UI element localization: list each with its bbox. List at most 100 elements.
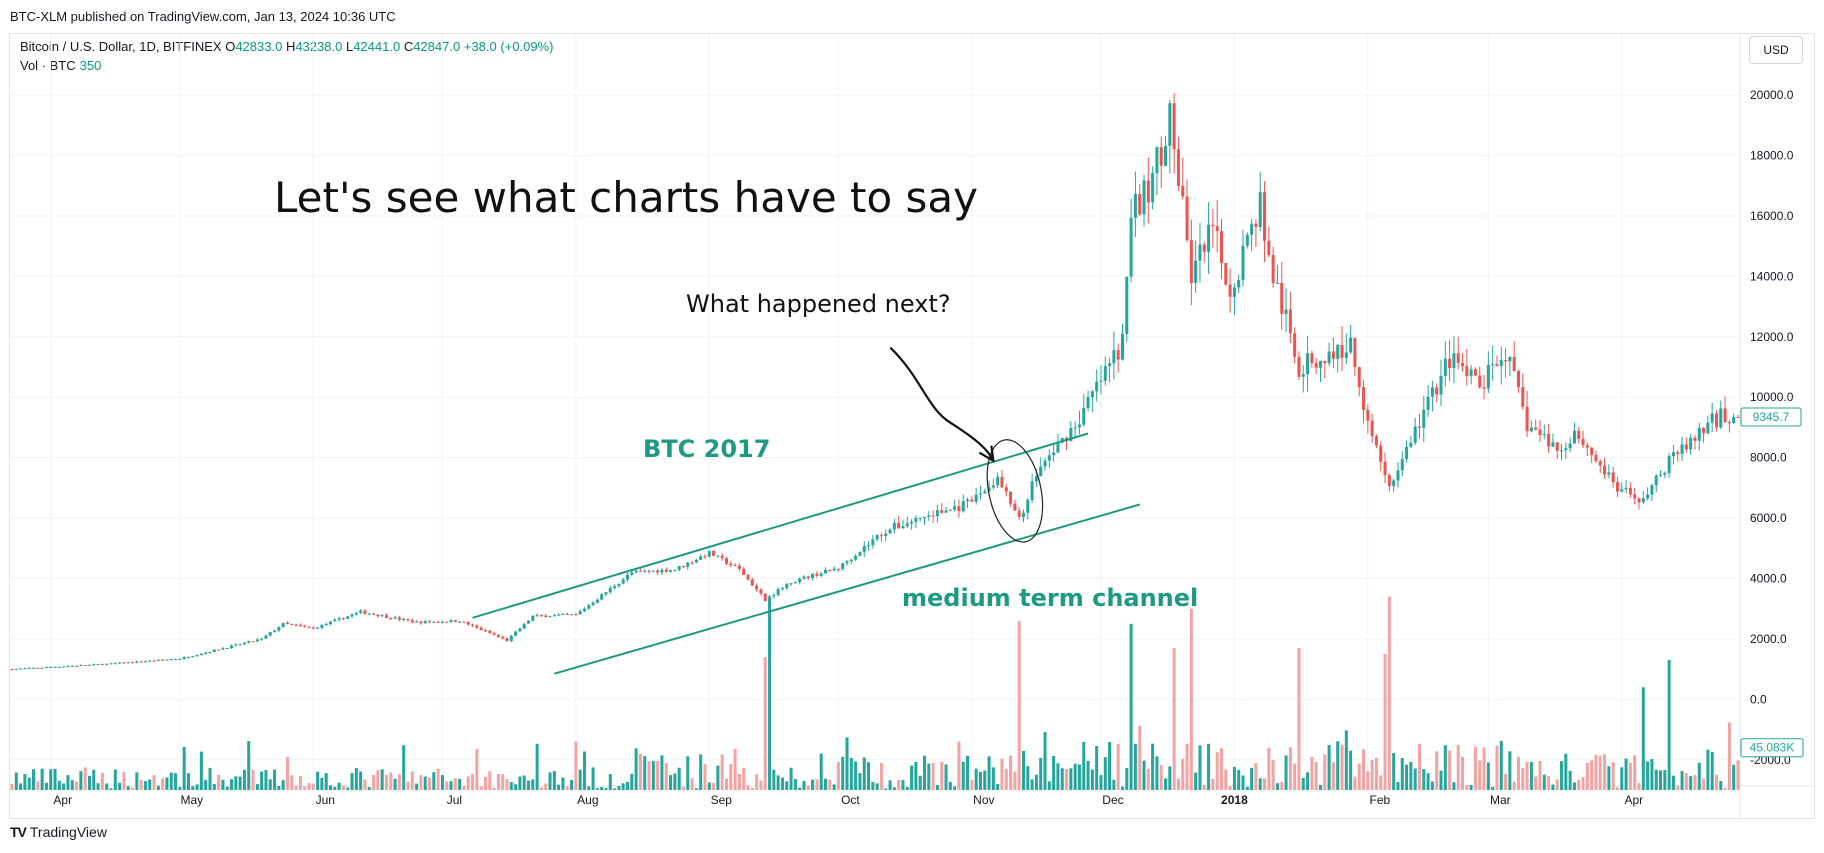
volume-bar: [892, 787, 896, 790]
volume-bar: [169, 772, 173, 790]
volume-bar: [1021, 750, 1026, 790]
candle-body: [285, 622, 289, 625]
volume-bar: [1297, 648, 1301, 790]
volume-bar: [436, 768, 440, 790]
volume-bar: [617, 785, 621, 790]
volume-bar: [1465, 785, 1469, 790]
volume-bar: [1723, 787, 1727, 790]
volume-bar: [1508, 751, 1512, 790]
candle-body: [750, 579, 754, 586]
volume-bar: [625, 781, 630, 790]
volume-bar: [1366, 771, 1370, 790]
volume-group: [10, 596, 1740, 790]
volume-bar: [565, 786, 569, 790]
volume-bar: [1327, 745, 1331, 790]
volume-bar: [1400, 757, 1404, 790]
candle-body: [595, 599, 599, 603]
candle-body: [1564, 448, 1568, 451]
volume-bar: [1435, 751, 1439, 790]
candle-body: [910, 521, 914, 524]
volume-bar: [1426, 773, 1430, 790]
candle-body: [531, 615, 535, 621]
volume-bar: [66, 775, 70, 790]
candle-body: [1572, 430, 1576, 444]
candle-body: [759, 589, 763, 594]
volume-bar: [1620, 767, 1624, 790]
currency-button[interactable]: USD: [1749, 36, 1803, 64]
brand-label: TradingView: [29, 824, 107, 840]
volume-bar: [1430, 781, 1434, 790]
candle-body: [1654, 475, 1658, 486]
candle-body: [875, 535, 879, 540]
volume-bar: [105, 783, 109, 790]
last-volume-tag: [1740, 738, 1804, 758]
candle-body: [432, 621, 436, 623]
candle-body: [1250, 223, 1254, 235]
candle-body: [888, 529, 892, 534]
volume-bar: [638, 753, 642, 790]
candle-body: [1138, 193, 1142, 215]
volume-bar: [1702, 778, 1706, 790]
candles-group: [10, 93, 1740, 671]
candle-body: [1082, 408, 1086, 425]
volume-bar: [341, 785, 345, 790]
volume-bar: [780, 777, 784, 790]
candle-body: [768, 596, 772, 602]
volume-bar: [806, 785, 810, 790]
volume-bar: [669, 775, 673, 790]
candle-body: [681, 566, 685, 568]
candle-body: [118, 662, 122, 664]
candle-body: [96, 664, 100, 666]
candle-body: [1043, 460, 1047, 467]
candle-body: [518, 628, 522, 632]
volume-bar: [49, 769, 53, 790]
volume-bar: [862, 757, 866, 790]
volume-bar: [350, 773, 354, 790]
volume-bar: [389, 772, 393, 790]
volume-bar: [139, 780, 143, 790]
volume-bar: [1263, 778, 1267, 790]
candle-body: [604, 592, 608, 595]
candle-body: [1413, 426, 1417, 443]
volume-bar: [135, 772, 139, 790]
volume-bar: [1568, 770, 1572, 790]
candle-body: [1624, 487, 1628, 490]
volume-bar: [1301, 777, 1305, 790]
candle-body: [656, 570, 660, 573]
candle-body: [156, 659, 160, 661]
candle-body: [440, 621, 444, 623]
volume-bar: [587, 786, 591, 790]
y-tick-label: 10000.0: [1750, 390, 1794, 404]
volume-bar: [1689, 776, 1693, 790]
volume-bar: [608, 774, 612, 790]
volume-bar: [1009, 755, 1013, 790]
chart-frame: [9, 33, 1815, 819]
candle-body: [66, 666, 70, 668]
volume-bar: [940, 761, 944, 790]
candle-body: [1443, 358, 1447, 376]
volume-bar: [449, 781, 453, 790]
candle-body: [1034, 476, 1038, 482]
candle-body: [161, 659, 165, 661]
volume-value: 350: [79, 58, 102, 73]
volume-bar: [574, 741, 578, 790]
volume-bar: [871, 782, 875, 790]
volume-bar: [466, 776, 470, 790]
candle-body: [449, 620, 453, 623]
volume-bar: [1680, 770, 1684, 790]
volume-bar: [1379, 775, 1383, 790]
candle-body: [1366, 409, 1370, 421]
volume-bar: [27, 777, 31, 790]
candle-body: [677, 566, 681, 570]
candle-body: [139, 661, 143, 663]
candle-body: [858, 551, 862, 556]
volume-bar: [320, 777, 324, 790]
volume-bar: [152, 775, 156, 790]
volume-bar: [750, 787, 754, 790]
volume-bar: [729, 763, 733, 790]
volume-bar: [131, 787, 135, 790]
candle-body: [1090, 391, 1094, 398]
volume-bar: [1108, 742, 1112, 790]
candle-body: [849, 559, 853, 562]
